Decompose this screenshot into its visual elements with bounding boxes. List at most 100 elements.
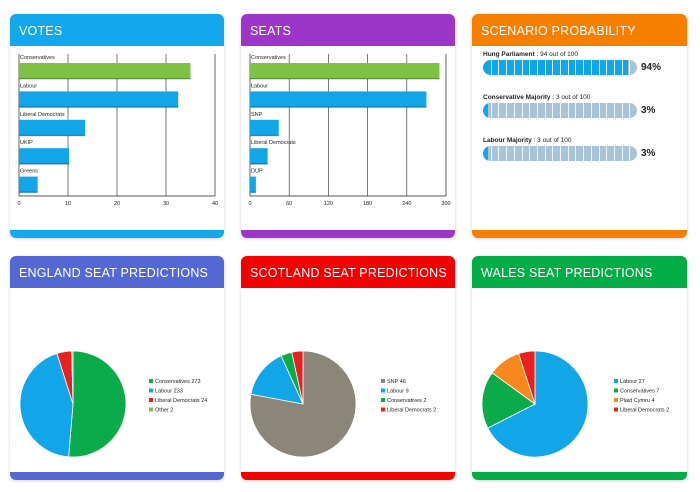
- votes-bar-chart: 0 10 20 30 40 Conservatives Labour Liberal Demo…: [17, 54, 218, 207]
- scenario-progress-segment: [490, 60, 492, 75]
- votes-category-label: Greens: [20, 169, 38, 175]
- scotland-pie-slice: [250, 355, 304, 405]
- scenario-progress-segment: [598, 60, 600, 75]
- votes-bar-shadow: [19, 191, 38, 194]
- seats-tick-label: 120: [324, 201, 333, 207]
- scenario-progress-segment: [629, 146, 631, 161]
- scenario-progress-segment: [621, 146, 623, 161]
- scenario-row: Hung Parliament : 94 out of 100 94%: [483, 51, 683, 75]
- scotland-title: SCOTLAND SEAT PREDICTIONS: [250, 266, 447, 280]
- wales-footer-bar: [472, 472, 687, 480]
- seats-bar: [250, 63, 440, 79]
- votes-category-label: Liberal Democrats: [20, 112, 65, 118]
- scotland-pie-chart: SNP 46 Labour 9 Conservatives 2 Liberal Dem…: [249, 350, 436, 458]
- scenario-label-name: Hung Parliament: [483, 51, 535, 58]
- votes-category-label: UKIP: [20, 140, 33, 146]
- wales-pie-slice: [487, 350, 589, 458]
- wales-legend-label: Labour 27: [620, 379, 645, 385]
- scenario-progress-segment: [506, 60, 508, 75]
- scenario-progress-segment: [536, 60, 538, 75]
- wales-header: WALES SEAT PREDICTIONS: [472, 256, 687, 288]
- scenario-progress-segment: [513, 146, 515, 161]
- votes-tick-label: 10: [65, 201, 71, 207]
- scenario-header: SCENARIO PROBABILITY: [472, 14, 687, 46]
- scenario-progress-fill: [483, 146, 488, 161]
- scenario-progress-segment: [552, 60, 554, 75]
- seats-bar: [250, 148, 268, 165]
- scenario-progress-segment: [506, 103, 508, 118]
- votes-category-label: Conservatives: [20, 55, 55, 61]
- scenario-percent: 3%: [641, 105, 656, 116]
- scenario-progress-segment: [498, 103, 500, 118]
- seats-title: SEATS: [250, 24, 292, 38]
- wales-legend-swatch: [614, 379, 618, 383]
- wales-card: WALES SEAT PREDICTIONS Labour 27 Conserva…: [472, 256, 687, 480]
- scenario-progress-segment: [521, 103, 523, 118]
- votes-tick-label: 20: [114, 201, 120, 207]
- seats-tick-label: 240: [402, 201, 411, 207]
- scenario-row: Labour Majority : 3 out of 100 3%: [483, 137, 683, 161]
- votes-bar: [19, 119, 86, 136]
- seats-bar-shadow: [250, 163, 268, 165]
- scenario-progress-segment: [560, 103, 561, 118]
- scenario-progress-segment: [575, 103, 577, 118]
- wales-legend-swatch: [614, 398, 618, 402]
- england-legend-swatch: [149, 407, 153, 412]
- scenario-progress-segment: [613, 146, 615, 161]
- scenario-progress-track: [483, 103, 637, 118]
- scenario-progress-segment: [521, 146, 523, 161]
- scenario-progress-segment: [544, 60, 546, 75]
- seats-bar-shadow: [250, 106, 427, 108]
- scotland-pie-slice: [291, 350, 304, 405]
- scenario-progress-segment: [544, 103, 546, 118]
- scenario-card: SCENARIO PROBABILITY Hung Parliament : 9…: [472, 14, 687, 238]
- seats-card: SEATS 0 60 120 180 240 300 Conservatives Labour…: [241, 14, 455, 238]
- scenario-row: Conservative Majority : 3 out of 100 3%: [483, 94, 683, 118]
- england-legend-label: Other 2: [155, 408, 173, 414]
- scenario-progress-segment: [513, 103, 515, 118]
- scenario-progress-segment: [590, 60, 592, 75]
- scenario-label-detail: : 3 out of 100: [550, 94, 591, 101]
- votes-tick-label: 30: [163, 201, 169, 207]
- england-pie-chart: Conservatives 273 Labour 233 Liberal Democ…: [19, 350, 207, 458]
- wales-pie-slice: [481, 372, 536, 429]
- votes-title: VOTES: [19, 24, 63, 38]
- scotland-legend-label: Conservatives 2: [387, 398, 426, 404]
- wales-pie-slice: [518, 350, 536, 405]
- scenario-progress-segment: [590, 146, 592, 161]
- scenario-label-name: Conservative Majority: [483, 94, 551, 101]
- scotland-footer-bar: [241, 472, 455, 480]
- scenario-progress-segment: [560, 146, 561, 161]
- scenario-progress-segment: [606, 146, 608, 161]
- scenario-progress-segment: [575, 146, 577, 161]
- england-legend-swatch: [149, 388, 153, 393]
- votes-tick-label: 40: [212, 201, 218, 207]
- england-header: ENGLAND SEAT PREDICTIONS: [10, 256, 224, 288]
- scotland-legend-swatch: [381, 398, 385, 402]
- scenario-progress-segment: [513, 60, 515, 75]
- scotland-legend-label: Liberal Democrats 2: [387, 408, 436, 414]
- scenario-progress-segment: [506, 146, 508, 161]
- seats-tick-label: 60: [286, 201, 292, 207]
- votes-category-label: Labour: [20, 83, 37, 89]
- scenario-progress-segment: [606, 103, 608, 118]
- wales-legend-swatch: [614, 388, 618, 393]
- seats-category-label: Labour: [251, 83, 268, 89]
- scenario-progress-fill: [483, 103, 488, 118]
- seats-bar-shadow: [250, 78, 440, 80]
- votes-tick-label: 0: [17, 201, 20, 207]
- scenario-progress-segment: [536, 146, 538, 161]
- scenario-percent: 94%: [641, 62, 662, 73]
- scenario-progress-segment: [583, 146, 585, 161]
- scenario-progress-segment: [498, 60, 500, 75]
- scenario-progress-track: [483, 60, 637, 75]
- england-card: ENGLAND SEAT PREDICTIONS Conservatives 2…: [10, 256, 224, 480]
- seats-category-label: Liberal Democrats: [251, 140, 296, 146]
- england-legend-swatch: [149, 379, 153, 383]
- scenario-progress-segment: [575, 60, 577, 75]
- scenario-progress-segment: [567, 146, 569, 161]
- wales-legend-label: Plaid Cymru 4: [620, 398, 655, 404]
- seats-tick-label: 300: [441, 201, 450, 207]
- england-pie-slice: [71, 350, 74, 405]
- wales-title: WALES SEAT PREDICTIONS: [481, 266, 653, 280]
